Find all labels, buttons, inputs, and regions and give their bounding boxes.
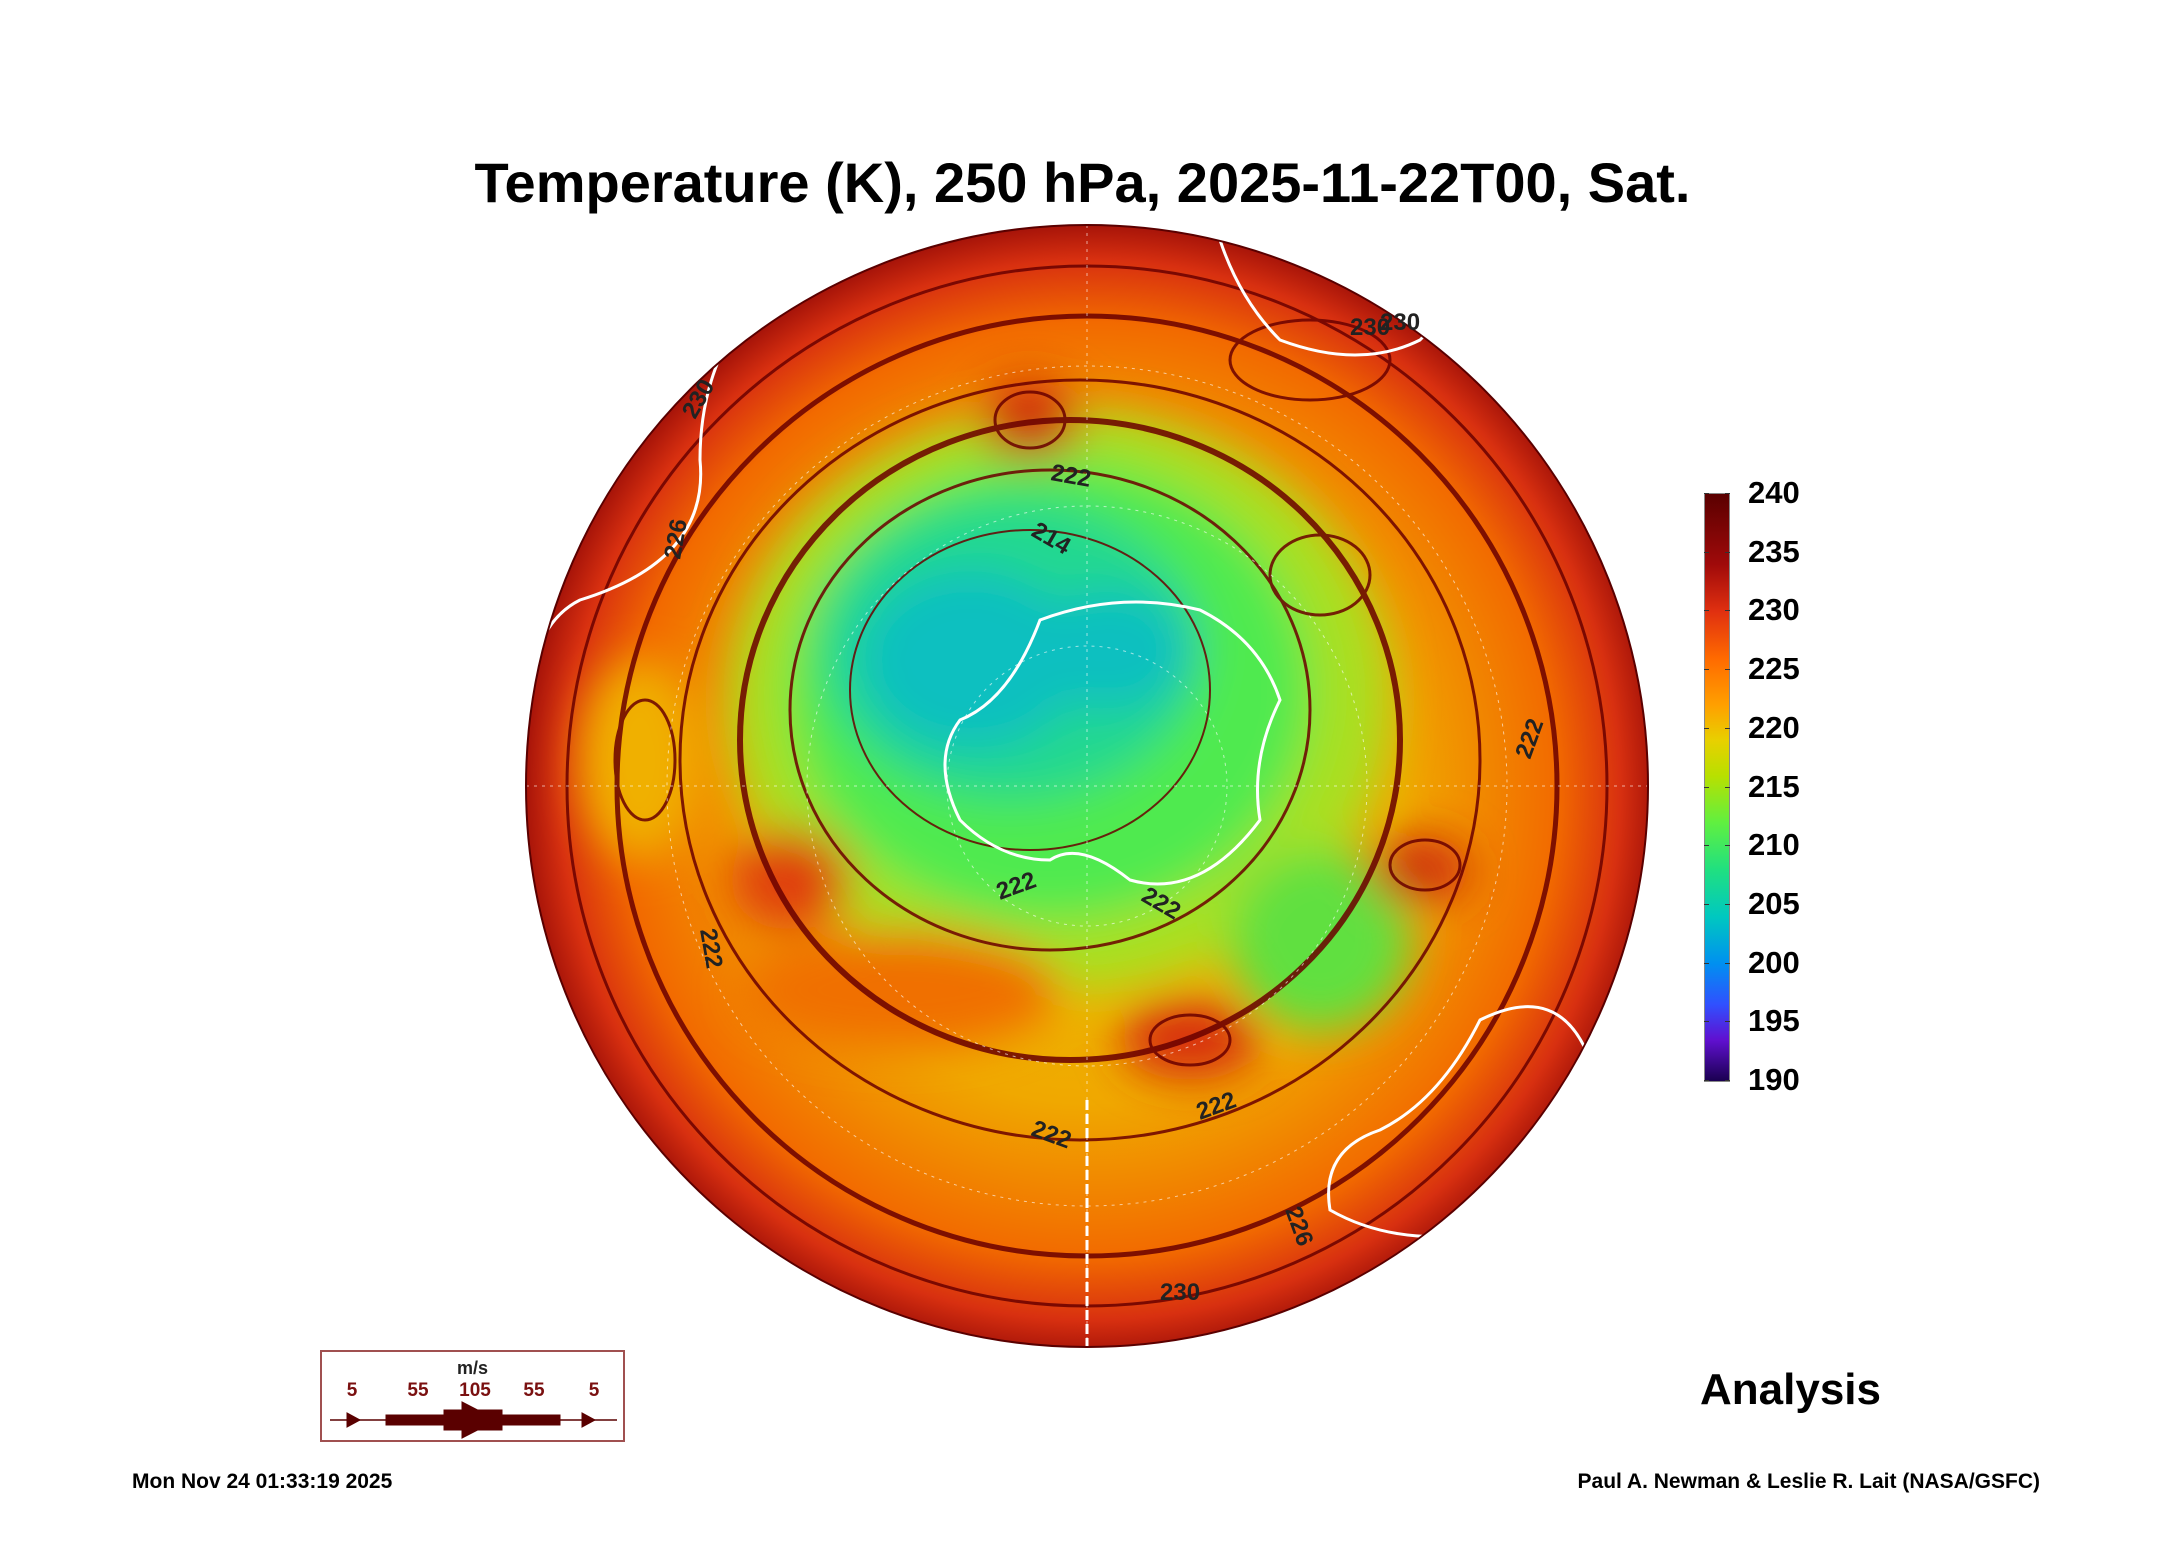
wind-legend-speed: 5 [588,1380,600,1401]
colorbar-label: 190 [1748,1062,1800,1097]
colorbar-label: 240 [1748,475,1800,510]
colorbar-label: 210 [1748,827,1800,863]
wind-legend-unit: m/s [456,1358,489,1378]
wind-speed-legend: m/s 5 55 105 55 5 [320,1350,625,1442]
colorbar-label: 235 [1748,533,1800,569]
colorbar-label: 200 [1748,944,1800,980]
temperature-field [526,225,1648,1347]
colorbar-label: 215 [1748,768,1800,804]
wind-arrow-scale [330,1401,617,1439]
product-label: Analysis [1700,1365,1881,1414]
colorbar [1704,493,1730,1082]
colorbar-label: 230 [1748,592,1800,628]
map-title: Temperature (K), 250 hPa, 2025-11-22T00,… [474,151,1691,214]
credit: Paul A. Newman & Leslie R. Lait (NASA/GS… [1577,1470,2040,1493]
timestamp: Mon Nov 24 01:33:19 2025 [132,1470,393,1493]
colorbar-label: 220 [1748,709,1800,745]
contour-label: 230 [1350,314,1390,341]
wind-legend-speed: 55 [523,1380,545,1401]
contour-label: 230 [1380,309,1420,336]
colorbar-label: 205 [1748,885,1800,921]
contour-label: 230 [1160,1279,1200,1306]
graticule [526,225,1648,1347]
wind-legend-speed: 105 [459,1380,491,1401]
wind-legend-speed: 55 [407,1380,429,1401]
colorbar-label: 225 [1748,651,1800,687]
wind-legend-speed: 5 [346,1380,358,1401]
colorbar-label: 195 [1748,1003,1800,1039]
